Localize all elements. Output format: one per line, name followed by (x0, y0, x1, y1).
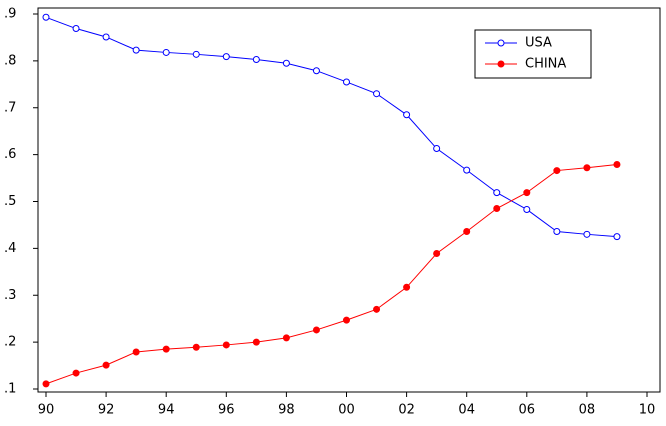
data-point (523, 205, 531, 213)
data-point (613, 160, 621, 168)
y-tick-label: .7 (4, 100, 16, 115)
x-tick-label: 02 (398, 403, 415, 418)
data-point (343, 316, 350, 324)
data-point (583, 230, 591, 238)
y-tick-label: .8 (4, 53, 16, 68)
x-tick-label: 10 (639, 403, 656, 418)
x-tick-label: 90 (38, 403, 55, 418)
data-point (312, 67, 320, 75)
data-point (373, 305, 381, 313)
data-point (312, 326, 320, 334)
data-point (72, 25, 80, 33)
plot-frame (37, 7, 661, 393)
x-tick-label: 96 (218, 403, 235, 418)
data-point (222, 53, 230, 61)
legend-marker (497, 60, 505, 68)
data-point (613, 233, 621, 241)
x-tick-label: 94 (158, 403, 175, 418)
data-point (132, 46, 140, 54)
data-point (162, 48, 170, 56)
legend-label: USA (525, 36, 552, 51)
y-tick-label: .1 (4, 382, 16, 397)
x-tick-label: 00 (338, 403, 355, 418)
data-point (493, 189, 501, 197)
data-point (192, 50, 200, 58)
data-point (553, 167, 561, 175)
data-point (433, 145, 441, 153)
y-tick-label: .5 (4, 194, 16, 209)
legend-box (474, 29, 592, 79)
series-line (45, 163, 618, 385)
x-tick-label: 98 (278, 403, 295, 418)
y-tick-label: .4 (4, 241, 16, 256)
legend: USA CHINA (474, 29, 592, 79)
data-point (282, 334, 290, 342)
x-tick-label: 08 (579, 403, 596, 418)
data-point (343, 78, 350, 86)
data-point (42, 380, 50, 388)
data-point (463, 166, 471, 174)
data-point (282, 59, 290, 67)
data-point (132, 348, 140, 356)
data-point (72, 369, 80, 377)
data-point (252, 338, 260, 346)
data-point (373, 90, 381, 98)
x-tick-label: 06 (519, 403, 536, 418)
y-tick-label: .3 (4, 288, 16, 303)
series-line (45, 16, 617, 238)
data-point (433, 250, 441, 258)
x-tick-label: 92 (98, 403, 115, 418)
legend-label: CHINA (525, 57, 566, 72)
data-point (102, 33, 110, 41)
legend-marker (497, 39, 505, 47)
data-point (553, 228, 561, 235)
data-point (252, 55, 260, 63)
data-point (222, 341, 230, 349)
data-point (162, 345, 170, 353)
data-point (463, 228, 471, 235)
data-point (403, 111, 411, 119)
data-point (192, 343, 200, 351)
data-point (583, 164, 591, 172)
data-point (403, 283, 411, 291)
data-point (493, 205, 501, 213)
data-point (523, 189, 531, 197)
x-tick-label: 04 (458, 403, 475, 418)
data-point (102, 361, 110, 369)
y-tick-label: .6 (4, 147, 16, 162)
y-tick-label: .2 (4, 335, 16, 350)
data-point (42, 13, 50, 21)
y-tick-label: .9 (4, 7, 16, 22)
